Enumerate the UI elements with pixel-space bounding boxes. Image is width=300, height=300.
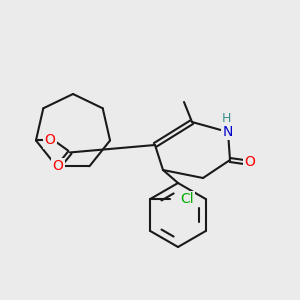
Text: N: N: [223, 125, 233, 139]
Text: O: O: [44, 134, 56, 148]
Text: O: O: [52, 160, 63, 173]
Text: Cl: Cl: [180, 192, 194, 206]
Text: H: H: [221, 112, 231, 124]
Text: O: O: [244, 155, 255, 169]
